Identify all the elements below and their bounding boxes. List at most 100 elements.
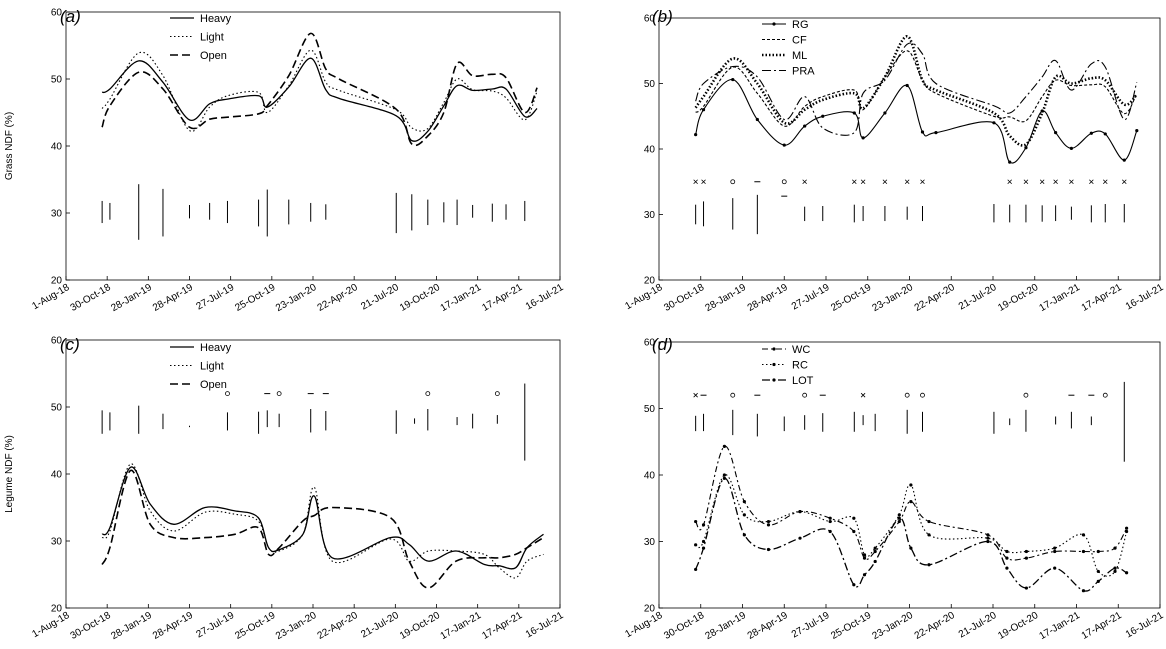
x-tick-label: 19-Oct-20 — [398, 282, 442, 314]
x-tick-label: 30-Oct-18 — [69, 610, 113, 642]
significance-cross — [802, 179, 807, 185]
significance-circle — [904, 392, 910, 398]
panel-label: (a) — [60, 7, 81, 26]
x-tick-label: 23-Jan-20 — [274, 610, 319, 642]
x-tick-label: 28-Apr-19 — [151, 610, 195, 642]
significance-circle — [1102, 392, 1108, 398]
series-line-heavy — [101, 57, 538, 142]
x-tick-label: 25-Oct-19 — [233, 610, 277, 642]
significance-cross — [882, 179, 888, 185]
x-tick-label: 23-Jan-20 — [871, 610, 916, 642]
legend-label-pra: PRA — [792, 66, 815, 78]
y-tick-label: 30 — [644, 210, 656, 221]
panel-b: 20304050601-Aug-1830-Oct-1828-Jan-1928-A… — [623, 7, 1165, 314]
x-tick-label: 17-Jan-21 — [1038, 610, 1083, 642]
panel-c: 20304050601-Aug-1830-Oct-1828-Jan-1928-A… — [4, 335, 566, 642]
series-point — [897, 519, 901, 524]
series-point — [828, 516, 832, 520]
series-point — [934, 131, 938, 135]
series-point — [852, 516, 856, 520]
series-point — [755, 117, 759, 122]
significance-cross — [860, 179, 866, 185]
series-point — [701, 539, 706, 544]
significance-circle — [781, 179, 787, 185]
significance-cross — [701, 179, 706, 185]
legend-label-light: Light — [200, 32, 224, 44]
series-point — [1081, 533, 1086, 537]
legend-label-rg: RG — [792, 19, 809, 31]
x-tick-label: 28-Apr-19 — [746, 610, 790, 642]
series-point — [1053, 546, 1057, 550]
series-point — [1125, 526, 1129, 530]
series-point — [731, 77, 735, 82]
significance-cross — [693, 392, 698, 398]
panel-label: (b) — [652, 7, 673, 26]
significance-circle — [920, 392, 925, 398]
series-point — [701, 523, 706, 527]
series-line-open — [101, 32, 538, 147]
x-tick-label: 17-Apr-21 — [480, 282, 524, 314]
x-tick-label: 17-Jan-21 — [439, 610, 484, 642]
y-axis-label: Grass NDF (%) — [4, 112, 15, 180]
series-line-rg — [695, 79, 1138, 164]
significance-cross — [1089, 179, 1094, 185]
series-line-open — [101, 469, 544, 589]
y-tick-label: 40 — [644, 145, 656, 156]
series-point — [905, 83, 909, 88]
series-point — [694, 567, 698, 572]
x-tick-label: 22-Apr-20 — [913, 282, 957, 314]
x-tick-label: 27-Jul-19 — [790, 610, 832, 641]
y-tick-label: 50 — [644, 404, 656, 415]
series-point — [986, 533, 990, 537]
y-tick-label: 30 — [51, 537, 63, 548]
legend-label-ml: ML — [792, 50, 807, 62]
series-point — [927, 519, 931, 524]
series-point — [1081, 549, 1086, 554]
panel-label: (c) — [60, 335, 80, 354]
series-point — [1008, 160, 1012, 164]
series-point — [694, 543, 698, 547]
x-tick-label: 16-Jul-21 — [524, 610, 566, 641]
series-point — [883, 111, 887, 115]
significance-cross — [1053, 179, 1058, 185]
series-point — [852, 529, 856, 534]
y-tick-label: 50 — [51, 75, 63, 86]
series-point — [798, 536, 802, 540]
x-tick-label: 16-Jul-21 — [1124, 610, 1166, 641]
series-point — [920, 130, 925, 134]
series-point — [828, 519, 832, 524]
x-tick-label: 19-Oct-20 — [996, 282, 1040, 314]
panel-a: 20304050601-Aug-1830-Oct-1828-Jan-1928-A… — [4, 7, 566, 314]
series-point — [742, 500, 746, 504]
series-point — [803, 124, 807, 128]
series-point — [828, 529, 832, 534]
series-point — [1024, 146, 1028, 150]
x-tick-label: 28-Jan-19 — [704, 610, 749, 642]
series-point — [1122, 158, 1126, 162]
x-tick-label: 30-Oct-18 — [69, 282, 113, 314]
legend-label-open: Open — [200, 50, 227, 62]
y-tick-label: 40 — [51, 142, 63, 153]
significance-cross — [693, 179, 698, 185]
x-tick-label: 28-Apr-19 — [151, 282, 195, 314]
series-point — [1005, 549, 1009, 554]
y-tick-label: 50 — [51, 403, 63, 414]
series-point — [986, 536, 990, 540]
series-point — [1125, 529, 1129, 534]
x-tick-label: 28-Jan-19 — [109, 282, 154, 314]
significance-cross — [1121, 179, 1127, 185]
series-point — [1053, 566, 1057, 570]
series-point — [742, 533, 746, 537]
significance-circle — [425, 391, 431, 397]
x-tick-label: 17-Jan-21 — [1038, 282, 1083, 314]
legend-marker — [772, 347, 776, 351]
panel-label: (d) — [652, 335, 673, 354]
series-point — [873, 546, 877, 550]
y-tick-label: 60 — [51, 336, 63, 347]
legend-label-heavy: Heavy — [200, 13, 232, 25]
significance-cross — [920, 179, 925, 185]
series-point — [1135, 129, 1139, 133]
significance-circle — [276, 391, 282, 397]
series-point — [927, 563, 931, 567]
series-point — [1024, 556, 1028, 560]
